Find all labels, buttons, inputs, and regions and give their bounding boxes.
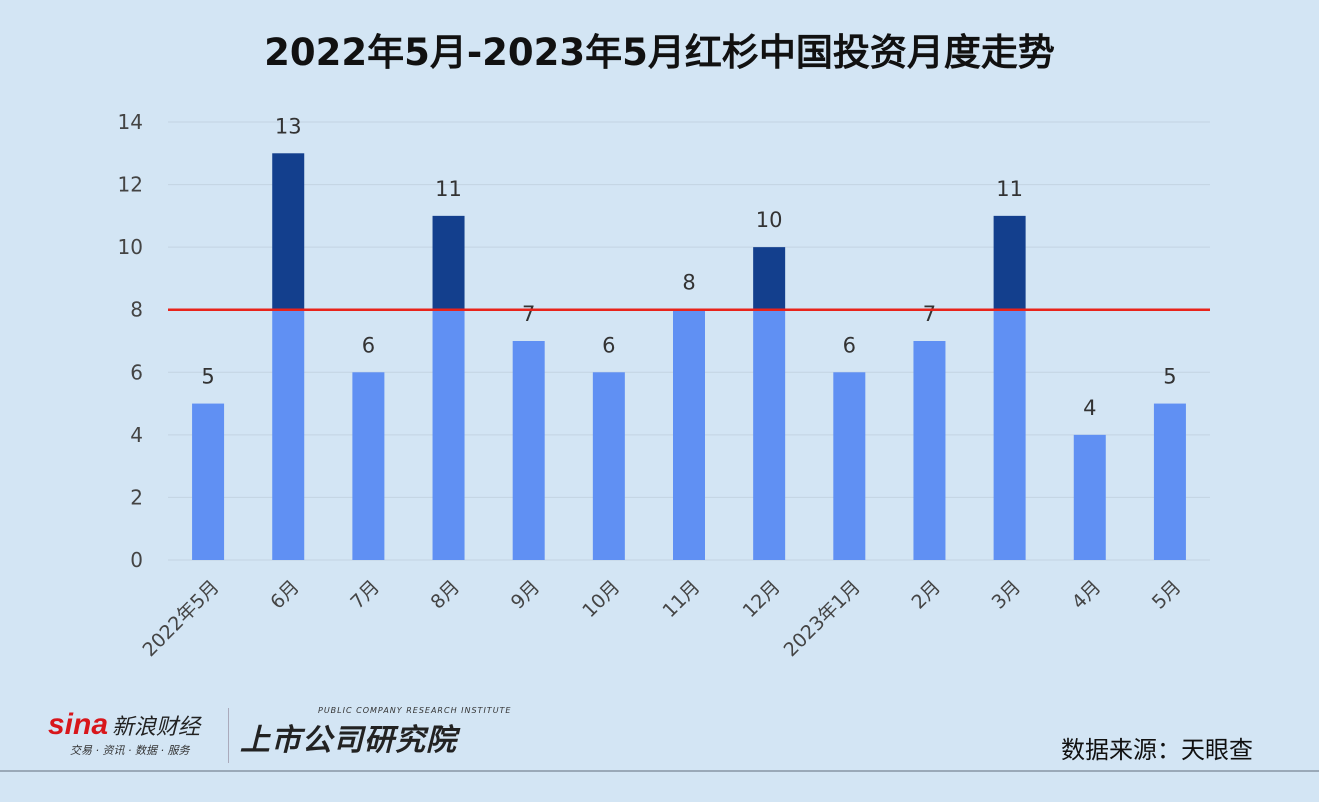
y-tick-label: 14 bbox=[118, 110, 143, 134]
bar bbox=[592, 372, 625, 560]
x-tick-label: 10月 bbox=[578, 576, 624, 622]
x-tick-label: 2023年1月 bbox=[780, 576, 865, 661]
bar bbox=[673, 309, 705, 560]
x-tick-label: 7月 bbox=[346, 576, 384, 614]
data-label: 10 bbox=[756, 208, 783, 232]
x-tick-label: 9月 bbox=[507, 576, 545, 614]
bar bbox=[833, 372, 866, 560]
y-tick-label: 12 bbox=[118, 173, 143, 197]
data-label: 11 bbox=[996, 177, 1023, 201]
x-tick-label: 2022年5月 bbox=[138, 576, 223, 661]
bar-above-average bbox=[993, 215, 1026, 310]
x-tick-label: 8月 bbox=[427, 576, 465, 614]
bar-above-average bbox=[432, 215, 465, 310]
bar-above-average bbox=[272, 153, 305, 310]
data-label: 6 bbox=[362, 333, 375, 357]
bar bbox=[913, 341, 946, 560]
x-tick-label: 12月 bbox=[739, 576, 785, 622]
bar bbox=[432, 309, 465, 560]
bar bbox=[1073, 434, 1106, 560]
logo-divider bbox=[228, 708, 229, 763]
chart-title: 2022年5月-2023年5月红杉中国投资月度走势 bbox=[264, 31, 1055, 74]
y-tick-label: 0 bbox=[130, 548, 143, 572]
sina-name: 新浪财经 bbox=[112, 715, 201, 740]
institute-cn: 上市公司研究院 bbox=[240, 723, 457, 758]
institute-en: PUBLIC COMPANY RESEARCH INSTITUTE bbox=[318, 706, 512, 715]
data-label: 7 bbox=[522, 302, 535, 326]
data-label: 6 bbox=[602, 333, 615, 357]
y-tick-label: 2 bbox=[130, 485, 143, 509]
bar-chart: 0 2 4 6 8 10 12 14 5 2022年5月 13 6月 6 7月 11 8月 7 9月 6 10月 8 11… bbox=[118, 110, 1210, 661]
bar bbox=[993, 309, 1026, 560]
bar bbox=[753, 309, 786, 560]
institute-logo: PUBLIC COMPANY RESEARCH INSTITUTE 上市公司研究… bbox=[240, 706, 511, 759]
data-label: 11 bbox=[435, 177, 462, 201]
data-label: 5 bbox=[1163, 365, 1176, 389]
data-label: 6 bbox=[843, 333, 856, 357]
sina-finance-logo: sina 新浪财经 交易 · 资讯 · 数据 · 服务 bbox=[48, 708, 200, 758]
sina-tagline: 交易 · 资讯 · 数据 · 服务 bbox=[70, 744, 190, 757]
y-tick-label: 8 bbox=[130, 298, 143, 322]
bar bbox=[352, 372, 385, 560]
y-tick-label: 4 bbox=[130, 423, 143, 447]
bar-above-average bbox=[753, 247, 786, 310]
sina-logo-text: sina bbox=[48, 708, 109, 741]
footer-divider bbox=[0, 770, 1319, 772]
data-label: 13 bbox=[275, 114, 302, 138]
x-tick-label: 4月 bbox=[1068, 576, 1106, 614]
x-tick-label: 11月 bbox=[658, 576, 704, 622]
y-tick-label: 10 bbox=[118, 235, 143, 259]
data-label: 8 bbox=[682, 271, 695, 295]
bar bbox=[1153, 403, 1186, 560]
y-tick-label: 6 bbox=[130, 360, 143, 384]
data-source: 数据来源：天眼查 bbox=[1061, 736, 1253, 764]
x-tick-label: 2月 bbox=[907, 576, 945, 614]
bar bbox=[512, 341, 545, 560]
data-label: 7 bbox=[923, 302, 936, 326]
data-label: 5 bbox=[201, 365, 214, 389]
data-label: 4 bbox=[1083, 396, 1096, 420]
x-tick-label: 3月 bbox=[988, 576, 1026, 614]
x-tick-label: 6月 bbox=[266, 576, 304, 614]
bar bbox=[192, 403, 225, 560]
x-tick-label: 5月 bbox=[1148, 576, 1186, 614]
bar bbox=[272, 309, 305, 560]
